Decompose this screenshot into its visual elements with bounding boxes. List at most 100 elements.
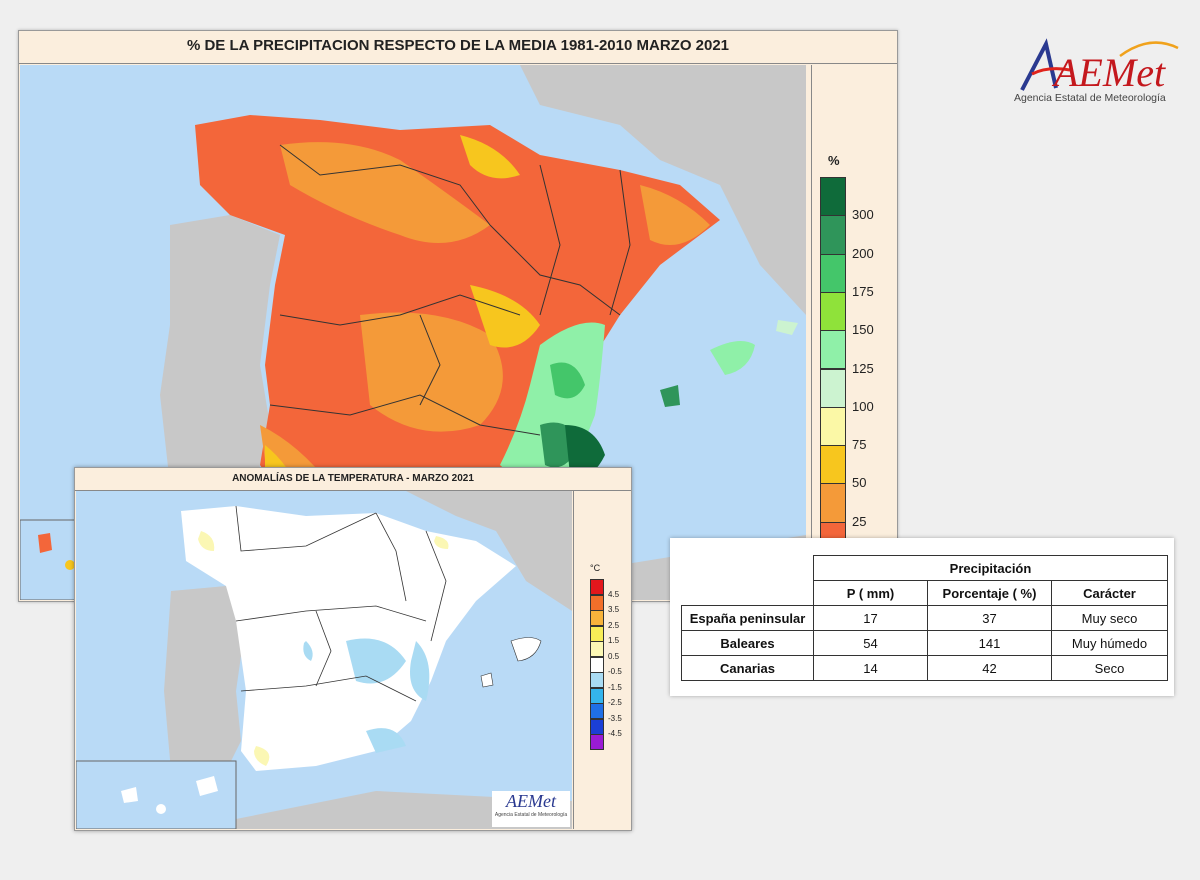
temperature-map-panel: ANOMALÍAS DE LA TEMPERATURA - MARZO 2021 bbox=[74, 467, 632, 831]
precip-zone-orange bbox=[640, 185, 710, 245]
column-header-porcentaje: Porcentaje ( %) bbox=[927, 580, 1052, 606]
precip-zone-yellow bbox=[470, 285, 540, 348]
cell-p-mm: 14 bbox=[813, 655, 928, 681]
precipitation-legend-swatch bbox=[820, 406, 846, 447]
column-header-caracter: Carácter bbox=[1051, 580, 1168, 606]
temp-zone-lightblue bbox=[346, 638, 406, 684]
temperature-legend-label: 2.5 bbox=[608, 620, 620, 630]
temperature-legend-swatch bbox=[590, 625, 604, 642]
precipitation-legend-label: 50 bbox=[852, 475, 867, 491]
cell-p-mm: 17 bbox=[813, 605, 928, 631]
temperature-legend-swatch bbox=[590, 579, 604, 595]
region-border bbox=[609, 169, 631, 316]
region-border bbox=[235, 605, 427, 622]
temperature-legend-swatch bbox=[590, 734, 604, 750]
temperature-legend-unit: °C bbox=[590, 563, 601, 573]
precipitation-legend-label: 175 bbox=[852, 283, 874, 299]
temperature-legend-label: -4.5 bbox=[608, 729, 622, 738]
region-border bbox=[279, 294, 521, 326]
temperature-map-logo: AEMet Agencia Estatal de Meteorología bbox=[492, 791, 570, 827]
precipitation-legend-swatch bbox=[820, 215, 846, 255]
precipitation-legend-label: 125 bbox=[852, 360, 874, 376]
precipitation-legend-label: 75 bbox=[852, 437, 867, 453]
precipitation-legend-label: 300 bbox=[852, 207, 874, 223]
portugal-land bbox=[160, 215, 280, 485]
precipitation-legend-label: 100 bbox=[852, 398, 874, 414]
precipitation-legend-label: 200 bbox=[852, 245, 874, 261]
temp-zone-lightblue bbox=[303, 641, 313, 661]
temp-zone-lightblue bbox=[410, 641, 430, 701]
temperature-legend-label: -1.5 bbox=[608, 682, 622, 692]
spain-land bbox=[181, 506, 516, 771]
balearic-ibiza bbox=[660, 385, 680, 407]
precipitation-table: Precipitación P ( mm) Porcentaje ( %) Ca… bbox=[681, 555, 1168, 681]
temp-zone-lightblue bbox=[366, 728, 406, 753]
temperature-legend-label: 3.5 bbox=[608, 605, 620, 614]
region-border bbox=[489, 224, 621, 316]
precipitation-legend-label: 150 bbox=[852, 322, 874, 338]
table-row: Baleares 54 141 Muy húmedo bbox=[681, 630, 1168, 656]
temp-zone-yellow bbox=[198, 531, 215, 551]
aemet-tagline: Agencia Estatal de Meteorología bbox=[1014, 92, 1166, 104]
temperature-legend-swatch bbox=[590, 672, 604, 688]
temperature-legend-swatch bbox=[590, 656, 604, 673]
temperature-legend-label: -3.5 bbox=[608, 713, 622, 723]
precipitation-legend-swatch bbox=[820, 253, 846, 293]
precip-zone-orange bbox=[280, 142, 490, 243]
temperature-legend-label: 4.5 bbox=[608, 589, 620, 599]
balearic-mallorca bbox=[510, 637, 542, 662]
precipitation-legend-swatch bbox=[820, 368, 846, 408]
precip-zone-yellow bbox=[460, 135, 520, 179]
temperature-map-title: ANOMALÍAS DE LA TEMPERATURA - MARZO 2021 bbox=[75, 468, 631, 491]
precipitation-legend: % 3002001751501251007550250 bbox=[811, 65, 896, 600]
row-label: España peninsular bbox=[681, 605, 814, 631]
balearic-ibiza bbox=[480, 672, 494, 688]
temperature-legend-swatch bbox=[590, 703, 604, 719]
region-border bbox=[425, 530, 447, 642]
spain-land bbox=[195, 115, 720, 505]
aemet-logo-mark: AEMet bbox=[1020, 38, 1179, 95]
canary-island bbox=[65, 560, 75, 570]
region-border bbox=[269, 394, 541, 436]
temperature-legend-swatch bbox=[590, 718, 604, 735]
column-header-p-mm: P ( mm) bbox=[813, 580, 928, 606]
cell-porcentaje: 37 bbox=[927, 605, 1052, 631]
balearic-menorca bbox=[776, 320, 798, 335]
precipitation-legend-unit: % bbox=[828, 153, 840, 168]
temperature-map-graphic bbox=[76, 491, 572, 829]
france-land bbox=[520, 65, 806, 315]
table-group-header-row: Precipitación bbox=[682, 555, 1168, 581]
canary-inset-frame bbox=[76, 760, 237, 829]
cell-caracter: Seco bbox=[1051, 655, 1168, 681]
portugal-land bbox=[164, 586, 246, 771]
precipitation-legend-swatch bbox=[820, 483, 846, 523]
canary-island bbox=[156, 804, 166, 814]
table-row: España peninsular 17 37 Muy seco bbox=[681, 605, 1168, 631]
italy-island bbox=[740, 95, 790, 175]
precipitation-table-panel: Precipitación P ( mm) Porcentaje ( %) Ca… bbox=[670, 538, 1174, 696]
row-label: Baleares bbox=[681, 630, 814, 656]
region-border bbox=[315, 610, 332, 687]
temperature-map: AEMet Agencia Estatal de Meteorología bbox=[76, 491, 572, 829]
precipitation-legend-swatch bbox=[820, 330, 846, 370]
precipitation-legend-label: 25 bbox=[852, 513, 867, 529]
precipitation-legend-swatch bbox=[820, 291, 846, 332]
canary-island bbox=[38, 533, 52, 553]
region-border bbox=[539, 164, 561, 316]
temp-zone-yellow bbox=[254, 746, 270, 766]
table-column-header-row: P ( mm) Porcentaje ( %) Carácter bbox=[682, 580, 1168, 606]
precipitation-legend-swatch bbox=[820, 177, 846, 217]
cell-p-mm: 54 bbox=[813, 630, 928, 656]
cell-caracter: Muy húmedo bbox=[1051, 630, 1168, 656]
temperature-legend-label: -2.5 bbox=[608, 698, 622, 707]
region-border bbox=[375, 512, 407, 602]
temperature-legend-label: 0.5 bbox=[608, 651, 620, 661]
temperature-legend-swatch bbox=[590, 610, 604, 626]
precipitation-map-title: % DE LA PRECIPITACION RESPECTO DE LA MED… bbox=[19, 31, 897, 64]
cell-porcentaje: 141 bbox=[927, 630, 1052, 656]
africa-land bbox=[226, 791, 572, 829]
temperature-legend: °C 4.5 3.5 2.5 1.5 0.5 -0.5 -1.5 -2.5 -3.5 -4.5 bbox=[573, 491, 631, 829]
aemet-logo: AEMet bbox=[1010, 30, 1180, 110]
region-border bbox=[419, 314, 441, 406]
precipitation-legend-swatch bbox=[820, 445, 846, 485]
